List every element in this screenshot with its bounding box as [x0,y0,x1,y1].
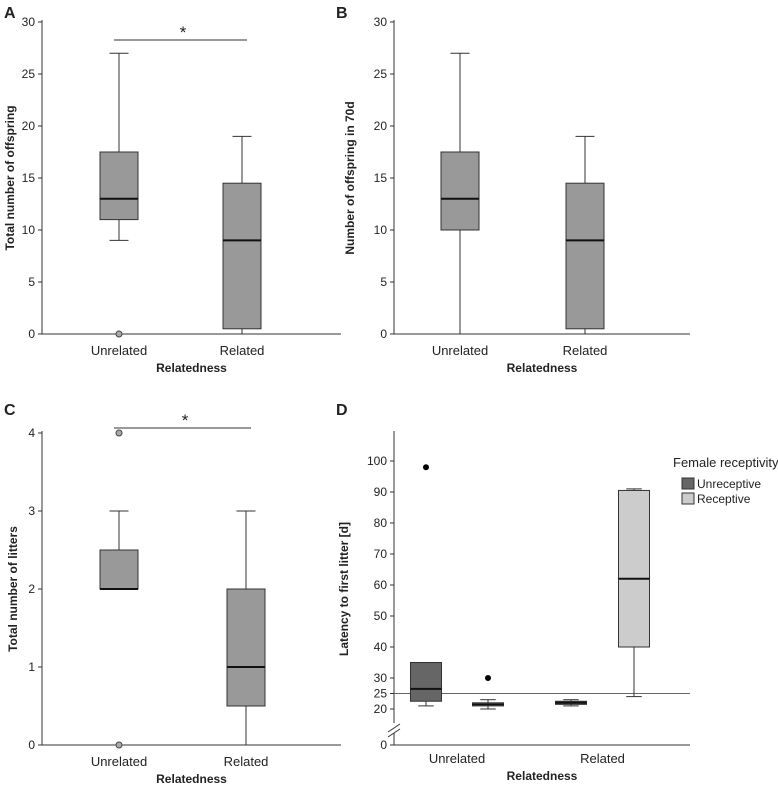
x-category-label: Related [224,754,269,769]
legend-label: Unreceptive [697,477,761,491]
box-related [222,135,262,335]
y-axis-title: Number of offspring in 70d [343,101,357,254]
y-tick-label: 5 [380,275,387,289]
legend-swatch [681,477,695,490]
y-tick-label: 20 [22,119,36,133]
panel-letter: C [4,402,16,419]
y-tick-label: 2 [28,582,35,596]
panel-a: A 0 5 10 15 20 25 30 Total number of offspring Un… [3,5,341,375]
y-tick-label: 70 [374,547,388,561]
y-tick-label: 50 [374,609,388,623]
y-tick-label: 4 [28,426,35,440]
box-related-unreceptive [555,699,587,707]
box-body [99,151,139,221]
box-related [565,135,605,335]
x-axis-title: Relatedness [507,769,578,783]
y-tick-label: 30 [22,15,36,29]
box-related-receptive [618,488,650,698]
panel-letter: B [336,5,348,22]
x-category-label: Unrelated [91,343,147,358]
x-category-label: Unrelated [432,343,488,358]
legend-swatch [681,492,695,505]
box-body [565,182,605,330]
box-body [99,549,139,590]
y-tick-label: 20 [374,119,388,133]
y-tick-label: 5 [28,275,35,289]
x-category-label: Related [580,751,625,766]
panel-c: C 0 1 2 3 4 Total number of litters Unrelated Re… [4,402,341,786]
axis-break-mark [387,728,401,738]
x-axis-title: Relatedness [156,361,227,375]
outlier-point [115,429,123,437]
x-category-label: Unrelated [91,754,147,769]
box-unrelated [440,52,480,335]
outlier-point [115,330,123,338]
x-category-label: Related [220,343,265,358]
box-unrelated [99,52,139,338]
axis-break-mark [387,723,401,733]
y-tick-label: 80 [374,516,388,530]
y-tick-label: 10 [374,223,388,237]
legend-label: Receptive [697,492,751,506]
significance-star: * [180,23,187,42]
box-body [410,662,442,702]
y-tick-label: 20 [374,702,388,716]
y-tick-label: 15 [22,171,36,185]
box-unrelated-receptive [472,675,504,710]
y-tick-label: 10 [22,223,36,237]
box-body [618,489,650,648]
panel-b: B 0 5 10 15 20 25 30 Number of offspring in 70d U… [336,5,690,375]
box-body [440,151,480,231]
x-category-label: Related [563,343,608,358]
y-tick-label: 25 [374,67,388,81]
y-tick-label: 100 [367,454,387,468]
box-unrelated-unreceptive [410,464,442,707]
y-tick-label: 40 [374,640,388,654]
box-body [222,182,262,330]
panel-letter: A [4,5,16,22]
y-tick-label: 0 [380,738,387,752]
box-unrelated [99,429,139,749]
outlier-point [485,675,491,681]
x-axis-title: Relatedness [156,772,227,786]
x-axis-title: Relatedness [507,361,578,375]
y-axis-title: Latency to first litter [d] [337,522,351,656]
y-tick-label: 15 [374,171,388,185]
outlier-point [423,464,429,471]
y-tick-label: 1 [28,660,35,674]
y-tick-label: 90 [374,485,388,499]
y-tick-label: 30 [374,671,388,685]
y-axis-title: Total number of litters [6,526,20,652]
outlier-point [115,741,123,749]
y-tick-label: 3 [28,504,35,518]
y-tick-label: 30 [374,15,388,29]
box-related [226,510,266,746]
y-tick-label: 0 [28,738,35,752]
panel-letter: D [336,402,348,419]
significance-star: * [182,411,189,430]
legend-title: Female receptivity [673,455,778,470]
y-tick-label: 0 [380,327,387,341]
y-tick-label: 25 [374,687,388,701]
box-body [226,588,266,707]
y-axis-title: Total number of offspring [3,105,17,250]
y-tick-label: 60 [374,578,388,592]
x-category-label: Unrelated [429,751,485,766]
y-tick-label: 0 [28,327,35,341]
y-tick-label: 25 [22,67,36,81]
